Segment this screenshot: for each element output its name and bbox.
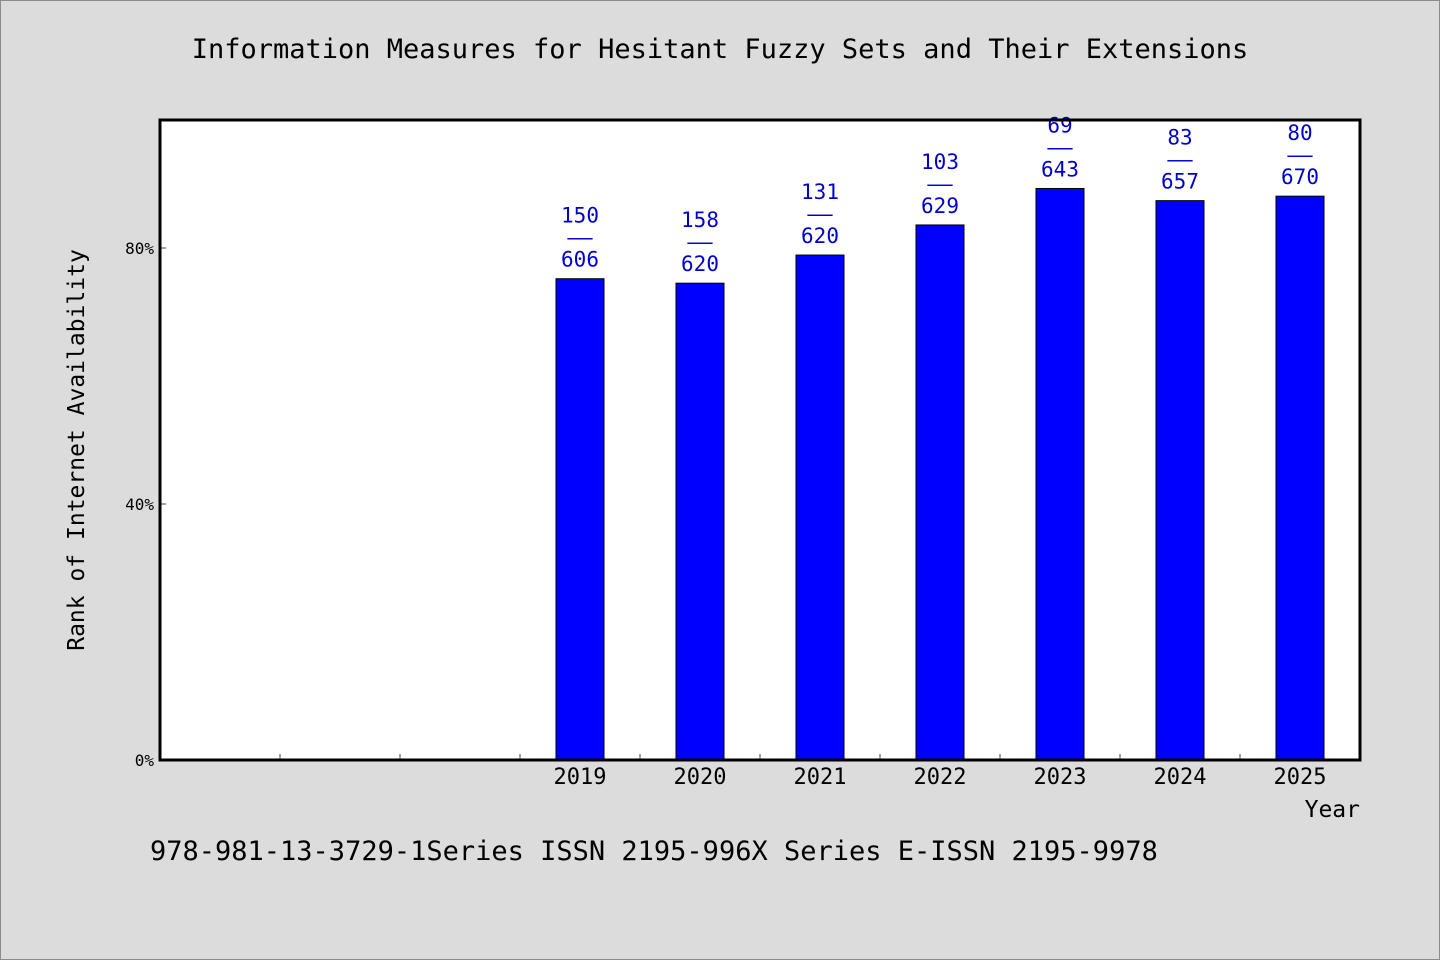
data-label-2020-sep: —— — [687, 230, 713, 254]
y-axis-label: Rank of Internet Availability — [64, 249, 90, 651]
x-tick-label-2025: 2025 — [1274, 765, 1327, 790]
data-label-2023-top: 69 — [1047, 113, 1072, 137]
bar-2020 — [675, 282, 725, 761]
footer-note: 978-981-13-3729-1Series ISSN 2195-996X S… — [150, 836, 1158, 867]
data-label-2023-sep: —— — [1047, 135, 1073, 159]
y-ticks-group: 0% 40% 80% — [125, 239, 166, 770]
y-tick-label: 0% — [135, 751, 155, 770]
data-label-2020-top: 158 — [681, 208, 719, 232]
data-label-2021-bottom: 620 — [801, 224, 839, 248]
data-label-2020-bottom: 620 — [681, 252, 719, 276]
bar-2019 — [555, 278, 605, 761]
x-axis-label: Year — [1305, 797, 1360, 823]
bar-2021 — [795, 254, 845, 761]
plot-border — [158, 118, 1362, 762]
bars-group — [555, 187, 1325, 761]
data-label-2023-bottom: 643 — [1041, 157, 1079, 181]
data-label-2025-sep: —— — [1287, 143, 1313, 167]
bar-2022 — [915, 224, 965, 761]
x-tick-label-2023: 2023 — [1034, 765, 1087, 790]
bar-2024 — [1155, 200, 1205, 761]
bar-2025 — [1275, 195, 1325, 761]
data-label-2025-bottom: 670 — [1281, 165, 1319, 189]
data-label-2019-top: 150 — [561, 204, 599, 228]
x-tick-label-2021: 2021 — [794, 765, 847, 790]
data-label-2021-sep: —— — [807, 202, 833, 226]
bar-2023 — [1035, 187, 1085, 761]
data-label-2024-sep: —— — [1167, 148, 1193, 172]
data-label-2019-bottom: 606 — [561, 248, 599, 272]
y-tick-label: 40% — [125, 495, 154, 514]
data-label-2024-top: 83 — [1167, 126, 1192, 150]
x-tick-label-2024: 2024 — [1154, 765, 1207, 790]
data-label-2022-sep: —— — [927, 172, 953, 196]
x-tick-label-2022: 2022 — [914, 765, 967, 790]
data-label-2022-bottom: 629 — [921, 194, 959, 218]
y-tick-label: 80% — [125, 239, 154, 258]
x-tick-label-2020: 2020 — [674, 765, 727, 790]
data-label-2024-bottom: 657 — [1161, 170, 1199, 194]
x-ticks-group: 2019 2020 2021 2022 2023 2024 2025 — [279, 754, 1327, 790]
chart-title: Information Measures for Hesitant Fuzzy … — [191, 34, 1249, 65]
data-labels-group: 150——606158——620131——620103——62969——6438… — [561, 113, 1319, 276]
data-label-2022-top: 103 — [921, 150, 959, 174]
data-label-2021-top: 131 — [801, 180, 839, 204]
data-label-2025-top: 80 — [1287, 121, 1312, 145]
data-label-2019-sep: —— — [567, 226, 593, 250]
x-tick-label-2019: 2019 — [554, 765, 607, 790]
